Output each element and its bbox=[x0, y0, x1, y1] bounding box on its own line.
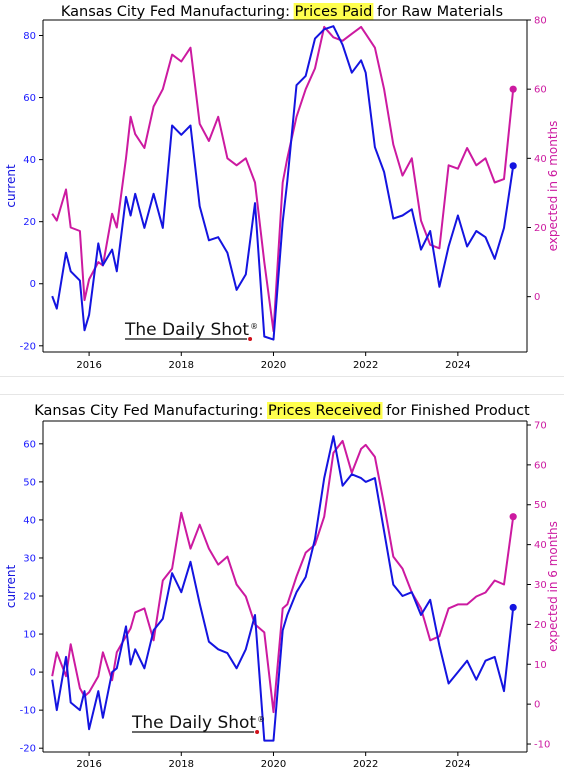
watermark-text: The Daily Shot bbox=[124, 320, 249, 340]
y2-tick-label: 10 bbox=[534, 660, 547, 671]
y-tick-label: 0 bbox=[30, 279, 36, 290]
series-line-expected bbox=[51, 439, 515, 714]
latest-point-expected bbox=[509, 513, 517, 521]
y2-tick-label: 0 bbox=[534, 700, 540, 711]
watermark-logo: The Daily Shot ® bbox=[131, 713, 265, 734]
x-tick-label: 2020 bbox=[261, 360, 286, 371]
y2-tick-label: 30 bbox=[534, 580, 547, 591]
watermark-text: The Daily Shot bbox=[131, 713, 256, 733]
y2-tick-label: 40 bbox=[534, 540, 547, 551]
x-tick-label: 2016 bbox=[76, 759, 101, 770]
svg-text:Kansas City Fed Manufacturing:: Kansas City Fed Manufacturing: Prices Re… bbox=[34, 403, 530, 419]
y-tick-label: 80 bbox=[23, 31, 36, 42]
latest-point-current bbox=[509, 162, 517, 170]
y-tick-label: 10 bbox=[23, 630, 36, 641]
series-line-current bbox=[51, 25, 515, 341]
title-prefix: Kansas City Fed Manufacturing: bbox=[61, 4, 295, 20]
chart-panel-prices-paid: Kansas City Fed Manufacturing: Prices Pa… bbox=[0, 0, 564, 376]
plot-frame bbox=[42, 19, 528, 353]
latest-point-current bbox=[509, 603, 517, 612]
plot-frame bbox=[42, 420, 528, 753]
y-tick-label: 60 bbox=[23, 93, 36, 104]
y-tick-label: 60 bbox=[23, 439, 36, 450]
y2-tick-label: -10 bbox=[534, 740, 550, 751]
title-suffix: for Finished Product bbox=[382, 403, 531, 419]
x-tick-label: 2022 bbox=[353, 360, 378, 371]
y-axis-label-right: expected in 6 months bbox=[546, 121, 560, 252]
chart-prices-paid: Kansas City Fed Manufacturing: Prices Pa… bbox=[4, 3, 560, 371]
y-axis-label-left: current bbox=[4, 565, 18, 609]
y2-tick-label: 60 bbox=[534, 85, 547, 96]
y-tick-label: 0 bbox=[30, 668, 36, 679]
title-highlight: Prices Paid bbox=[295, 4, 373, 20]
y-tick-label: -20 bbox=[20, 744, 36, 755]
y2-tick-label: 20 bbox=[534, 223, 547, 234]
svg-text:Kansas City Fed Manufacturing:: Kansas City Fed Manufacturing: Prices Pa… bbox=[61, 4, 503, 20]
series-line-expected bbox=[51, 25, 515, 333]
series-line-current bbox=[51, 435, 515, 742]
title-highlight-marker bbox=[293, 3, 374, 20]
y2-tick-label: 50 bbox=[534, 500, 547, 511]
chart-title: Kansas City Fed Manufacturing: Prices Re… bbox=[34, 402, 530, 419]
watermark-registered-mark: ® bbox=[250, 322, 258, 331]
y-axis-label-right: expected in 6 months bbox=[546, 521, 560, 652]
latest-point-expected bbox=[509, 85, 517, 93]
x-tick-label: 2018 bbox=[169, 360, 194, 371]
x-tick-label: 2024 bbox=[445, 759, 470, 770]
watermark-logo: The Daily Shot ® bbox=[124, 320, 258, 341]
x-tick-label: 2024 bbox=[445, 360, 470, 371]
chart-panel-prices-received: Kansas City Fed Manufacturing: Prices Re… bbox=[0, 395, 564, 772]
y2-tick-label: 40 bbox=[534, 154, 547, 165]
panel-separator bbox=[0, 376, 564, 395]
title-prefix: Kansas City Fed Manufacturing: bbox=[34, 403, 268, 419]
y-tick-label: 40 bbox=[23, 515, 36, 526]
x-tick-label: 2022 bbox=[353, 759, 378, 770]
y2-tick-label: 80 bbox=[534, 16, 547, 27]
y-tick-label: -20 bbox=[20, 341, 36, 352]
y-tick-label: 20 bbox=[23, 217, 36, 228]
watermark-dot bbox=[248, 337, 253, 341]
x-tick-label: 2018 bbox=[169, 759, 194, 770]
x-tick-label: 2016 bbox=[76, 360, 101, 371]
chart-prices-received: Kansas City Fed Manufacturing: Prices Re… bbox=[4, 402, 560, 770]
watermark-dot bbox=[255, 730, 260, 734]
y2-tick-label: 0 bbox=[534, 292, 540, 303]
chart-title: Kansas City Fed Manufacturing: Prices Pa… bbox=[61, 3, 503, 20]
y2-tick-label: 70 bbox=[534, 420, 547, 431]
title-highlight: Prices Received bbox=[268, 403, 382, 419]
title-suffix: for Raw Materials bbox=[372, 4, 503, 20]
y-tick-label: 30 bbox=[23, 553, 36, 564]
y-tick-label: -10 bbox=[20, 706, 36, 717]
y-tick-label: 40 bbox=[23, 155, 36, 166]
y2-tick-label: 60 bbox=[534, 460, 547, 471]
y-axis-label-left: current bbox=[4, 164, 18, 208]
y2-tick-label: 20 bbox=[534, 620, 547, 631]
title-highlight-marker bbox=[267, 402, 383, 419]
y-tick-label: 20 bbox=[23, 592, 36, 603]
y-tick-label: 50 bbox=[23, 477, 36, 488]
watermark-registered-mark: ® bbox=[257, 715, 265, 724]
x-tick-label: 2020 bbox=[261, 759, 286, 770]
